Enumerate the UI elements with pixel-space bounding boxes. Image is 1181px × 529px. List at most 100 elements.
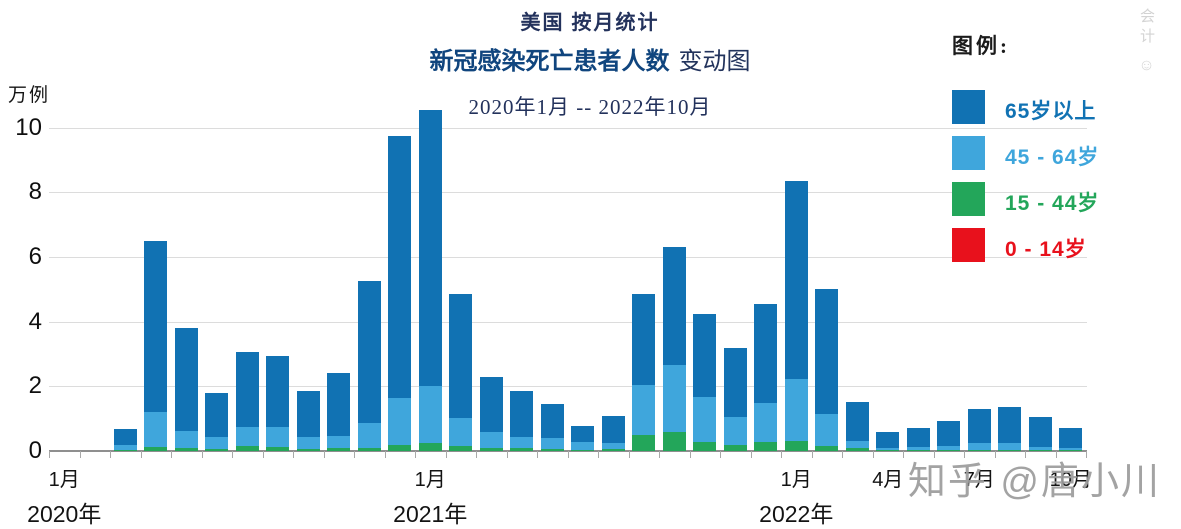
bar-segment (662, 365, 686, 432)
bar-segment (113, 450, 137, 451)
bar-segment (235, 352, 259, 427)
bar-segment (876, 447, 900, 451)
bar-2020-11 (357, 101, 381, 451)
bar-2020-05 (174, 101, 198, 451)
x-tick (140, 451, 142, 458)
bar-segment (571, 441, 595, 450)
y-tick-label: 10 (15, 113, 42, 141)
plot-area: 1月 2020年 1月 2021年 1月 2022年 4月 7月 10月 (27, 101, 1092, 527)
x-tick (293, 451, 294, 458)
bar-segment (479, 376, 503, 433)
bar-segment (357, 422, 381, 448)
bar-segment (998, 442, 1022, 450)
x-tick (49, 451, 50, 458)
legend-label-0-14: 0 - 14岁 (1005, 238, 1087, 261)
y-axis-labels: 0 2 4 6 8 10 (0, 101, 42, 464)
legend: 图例: 65岁以上 45 - 64岁 15 - 44岁 0 - 14岁 (952, 30, 1181, 280)
chart-title-line1: 美国 按月统计 (520, 12, 660, 34)
bar-segment (845, 448, 869, 451)
x-tick (720, 451, 721, 458)
chart-title-main: 新冠感染死亡患者人数 (429, 48, 670, 75)
bar-segment (327, 436, 351, 449)
x-tick (232, 451, 233, 458)
x-tick (872, 451, 874, 458)
bar-segment (845, 441, 869, 449)
bar-2022-10 (1059, 101, 1083, 451)
x-tick (994, 451, 996, 458)
x-tick (811, 451, 813, 458)
bar-2021-07 (601, 101, 625, 451)
chart-title-line2: 新冠感染死亡患者人数 变动图 (290, 41, 890, 76)
corner-watermark-text: 会计 (1138, 8, 1155, 48)
bar-segment (296, 437, 320, 450)
bar-2020-04 (144, 101, 168, 451)
bar-segment (632, 384, 656, 435)
bar-segment (723, 444, 747, 451)
bar-segment (937, 445, 961, 451)
x-tick-label: 1月 2020年 (27, 451, 101, 529)
corner-watermark: 会计 ☺ (1136, 8, 1157, 79)
zhihu-watermark: 知乎 @唐小川 (907, 461, 1161, 503)
x-tick (262, 451, 264, 458)
x-tick (1025, 451, 1026, 458)
bar-2020-12 (388, 101, 412, 451)
bar-segment (357, 281, 381, 423)
bar-segment (266, 427, 290, 447)
bar-segment (296, 390, 320, 438)
bar-2021-03 (479, 101, 503, 451)
x-tick (628, 451, 630, 458)
bar-segment (1059, 448, 1083, 451)
x-tick (933, 451, 935, 458)
bar-segment (967, 408, 991, 443)
bar-segment (784, 180, 808, 380)
legend-item-45-64: 45 - 64岁 (952, 136, 1181, 170)
legend-swatch-65-plus (952, 90, 985, 124)
bar-segment (479, 448, 503, 451)
bar-segment (418, 109, 442, 387)
x-tick (171, 451, 172, 458)
bar-segment (906, 450, 930, 451)
bar-segment (449, 446, 473, 451)
bar-2021-05 (540, 101, 564, 451)
bar-segment (1059, 450, 1083, 451)
bar-segment (174, 448, 198, 451)
bar-segment (632, 434, 656, 451)
bar-segment (601, 449, 625, 451)
bar-segment (937, 450, 961, 451)
x-tick-month: 1月 (780, 469, 812, 491)
bar-segment (540, 448, 564, 451)
x-tick-label: 4月 (872, 451, 903, 492)
bar-segment (296, 449, 320, 451)
chart-date-range: 2020年1月 -- 2022年10月 (468, 95, 712, 119)
bar-segment (937, 421, 961, 446)
bar-segment (144, 447, 168, 451)
bar-segment (571, 449, 595, 451)
bar-segment (906, 427, 930, 448)
bar-segment (510, 391, 534, 438)
bar-2021-08 (632, 101, 656, 451)
legend-item-15-44: 15 - 44岁 (952, 182, 1181, 216)
bar-segment (1059, 427, 1083, 449)
bar-segment (388, 445, 412, 451)
bar-segment (540, 404, 564, 439)
x-tick (842, 451, 843, 458)
x-tick-year: 2020年 (27, 501, 102, 527)
bar-segment (662, 247, 686, 366)
x-tick (506, 451, 508, 458)
bar-segment (723, 347, 747, 418)
bar-segment (174, 430, 198, 449)
bar-segment (235, 426, 259, 447)
bar-segment (1028, 417, 1052, 447)
x-tick (354, 451, 355, 458)
x-tick (201, 451, 203, 458)
x-tick (598, 451, 599, 458)
bar-segment (784, 440, 808, 451)
bar-segment (815, 413, 839, 447)
bar-segment (388, 398, 412, 446)
x-tick-label: 1月 2022年 (759, 451, 833, 529)
bar-2020-06 (205, 101, 229, 451)
x-tick (567, 451, 569, 458)
bar-segment (815, 289, 839, 414)
bar-segment (601, 416, 625, 443)
bar-segment (1028, 450, 1052, 451)
